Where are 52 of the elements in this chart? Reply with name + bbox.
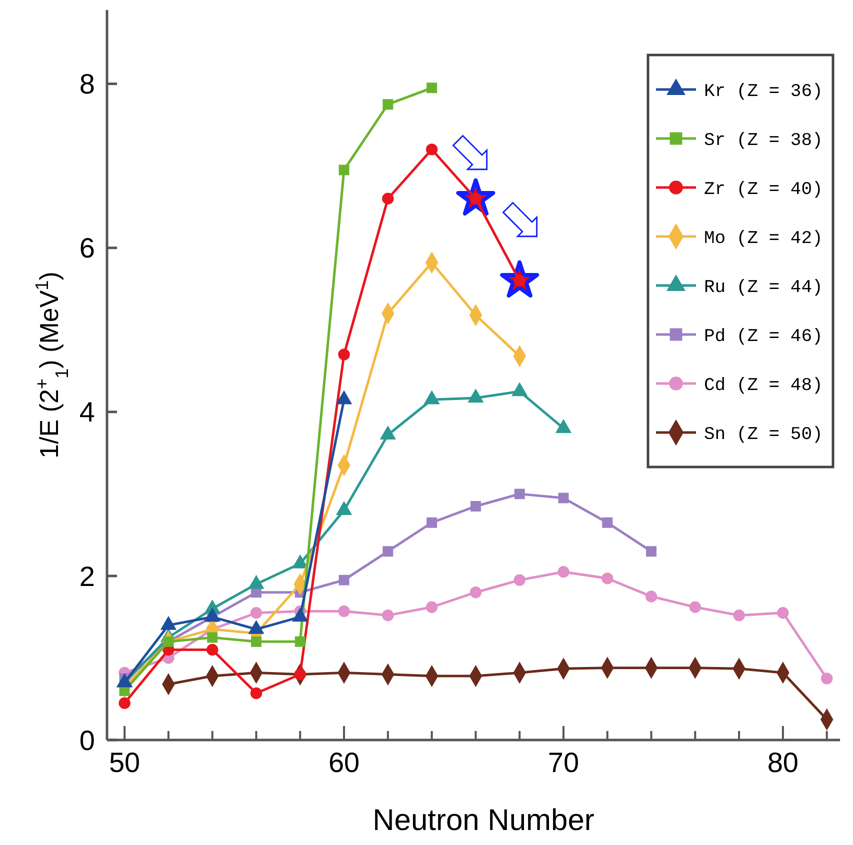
point <box>470 500 481 512</box>
point <box>426 144 438 156</box>
point <box>470 586 482 598</box>
point <box>207 632 218 643</box>
point <box>294 636 306 647</box>
legend-label: Ru (Z = 44) <box>704 278 823 298</box>
legend-label: Cd (Z = 48) <box>704 376 823 396</box>
point <box>382 99 394 110</box>
point <box>733 609 745 622</box>
point <box>382 192 394 204</box>
legend-label: Mo (Z = 42) <box>704 228 823 249</box>
legend-label: Pd (Z = 46) <box>704 326 823 347</box>
point <box>338 605 350 618</box>
y-tick-label: 8 <box>79 68 95 100</box>
point <box>602 572 614 584</box>
point <box>558 566 570 578</box>
x-tick-label: 50 <box>108 747 140 778</box>
x-tick-label: 70 <box>548 747 580 778</box>
point <box>382 609 394 622</box>
point <box>602 517 613 528</box>
y-tick-label: 6 <box>79 232 95 264</box>
point <box>250 687 262 700</box>
x-tick-label: 80 <box>767 747 799 778</box>
point <box>118 697 130 709</box>
legend-label: Zr (Z = 40) <box>704 180 823 200</box>
y-tick-label: 2 <box>79 560 95 592</box>
point <box>206 644 218 656</box>
y-tick-label: 4 <box>79 396 95 428</box>
point <box>250 607 262 619</box>
point <box>426 517 438 528</box>
point <box>250 636 262 647</box>
point <box>777 607 789 619</box>
legend-label: Kr (Z = 36) <box>704 82 823 102</box>
point <box>820 672 833 684</box>
x-axis-title: Neutron Number <box>372 804 594 837</box>
point <box>338 348 350 360</box>
point <box>689 601 702 613</box>
point <box>294 668 306 680</box>
point <box>645 590 658 602</box>
point <box>382 546 394 557</box>
legend-label: Sr (Z = 38) <box>704 130 823 151</box>
point <box>514 574 526 586</box>
point <box>426 82 438 94</box>
x-tick-label: 60 <box>328 747 360 778</box>
legend-label: Sn (Z = 50) <box>704 424 823 445</box>
point <box>558 492 569 504</box>
point <box>514 488 525 500</box>
point <box>338 574 350 586</box>
y-tick-label: 0 <box>79 724 95 756</box>
point <box>646 546 657 557</box>
point <box>338 164 350 176</box>
point <box>426 601 438 613</box>
